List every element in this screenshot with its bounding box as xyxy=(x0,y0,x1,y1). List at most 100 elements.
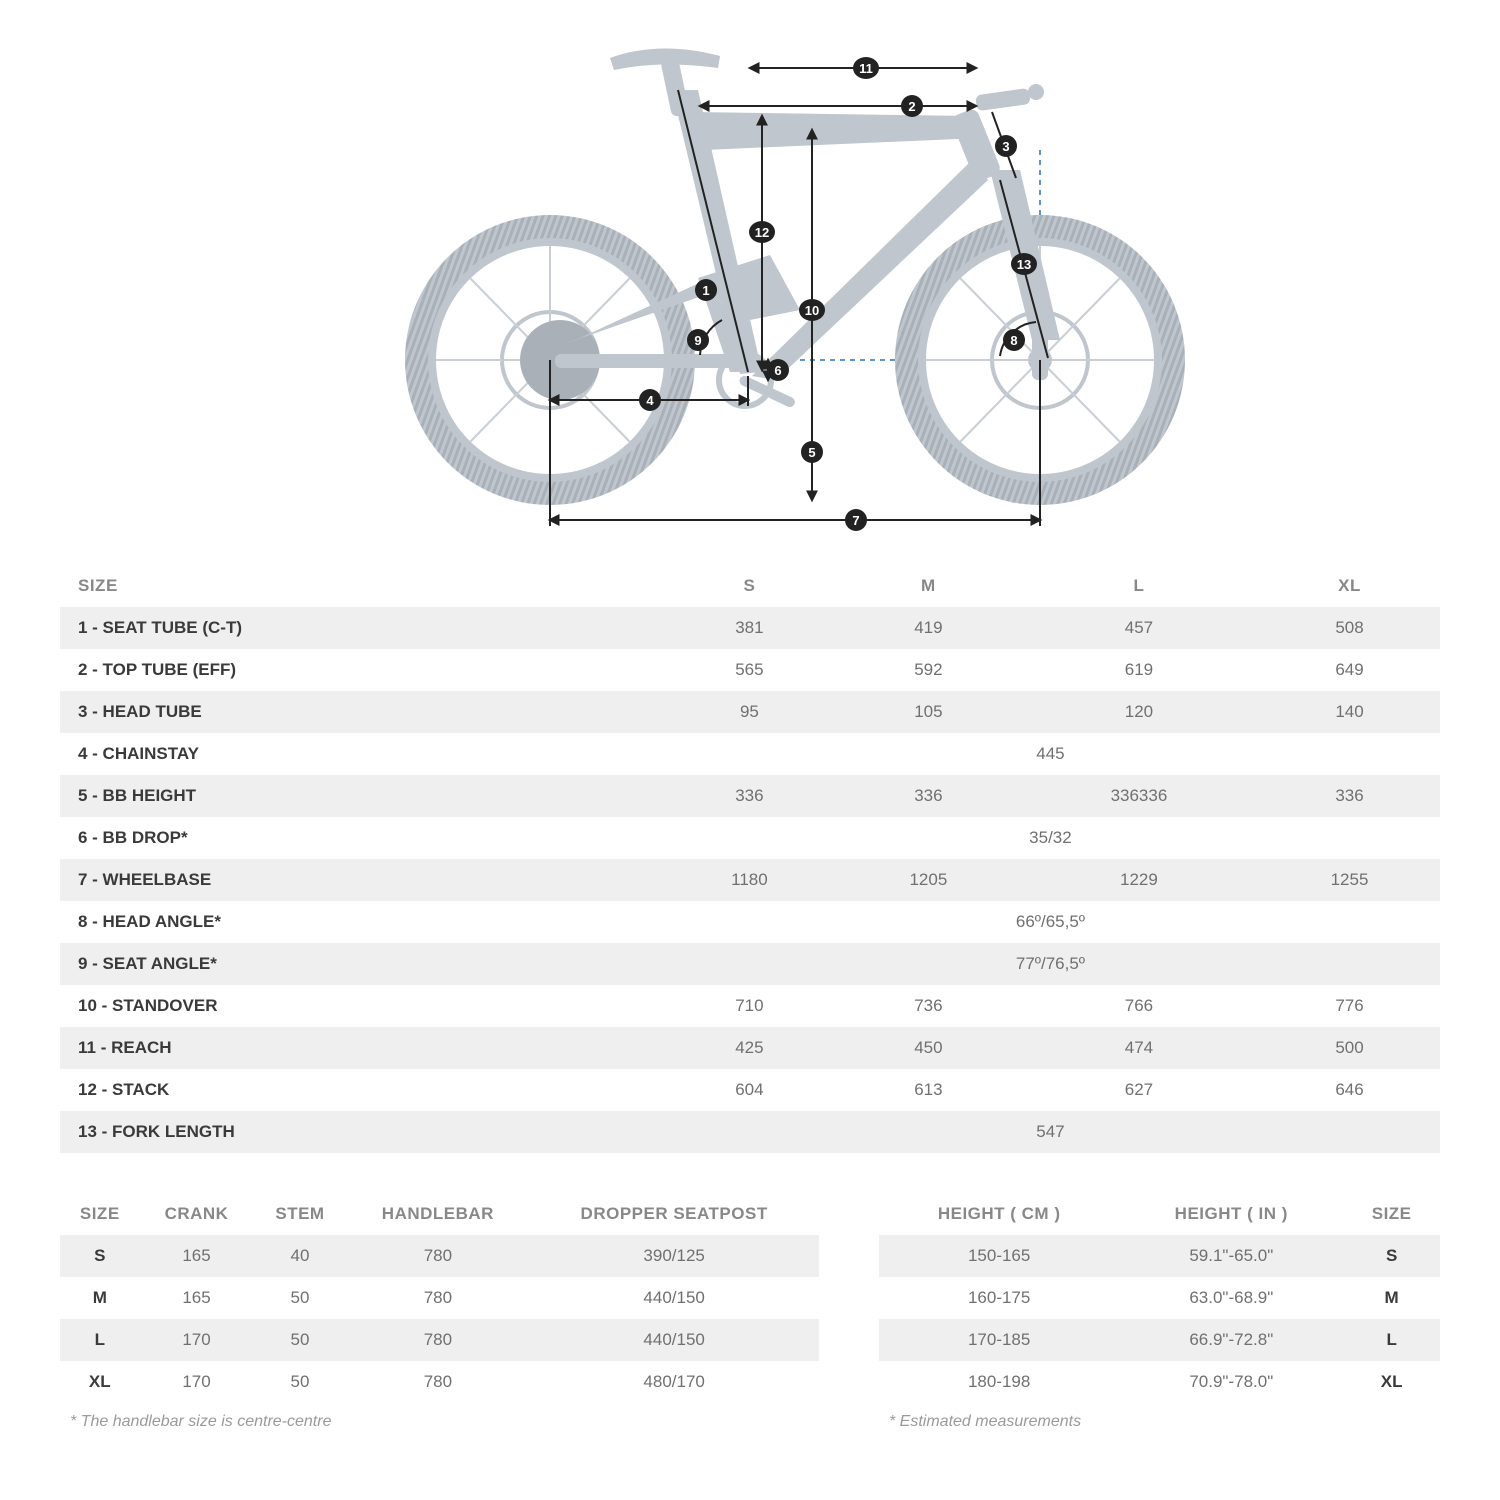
geometry-row-label: 4 - CHAINSTAY xyxy=(60,733,661,775)
fit-row: 170-18566.9"-72.8"L xyxy=(879,1319,1440,1361)
geometry-cell: 649 xyxy=(1259,649,1440,691)
comp-col-stem: STEM xyxy=(253,1193,346,1235)
geometry-table: SIZE S M L XL 1 - SEAT TUBE (C-T)3814194… xyxy=(60,565,1440,1153)
geometry-cell: 419 xyxy=(838,607,1019,649)
geometry-cell: 500 xyxy=(1259,1027,1440,1069)
geometry-row-label: 6 - BB DROP* xyxy=(60,817,661,859)
components-row-label: L xyxy=(60,1319,140,1361)
geometry-row-label: 8 - HEAD ANGLE* xyxy=(60,901,661,943)
components-cell: 40 xyxy=(253,1235,346,1277)
geometry-cell: 736 xyxy=(838,985,1019,1027)
components-row: M16550780440/150 xyxy=(60,1277,819,1319)
badge-8: 8 xyxy=(1010,333,1017,348)
fit-row-size: S xyxy=(1343,1235,1440,1277)
geometry-row-label: 1 - SEAT TUBE (C-T) xyxy=(60,607,661,649)
geometry-cell: 105 xyxy=(838,691,1019,733)
comp-col-handlebar: HANDLEBAR xyxy=(347,1193,530,1235)
fit-cell: 63.0"-68.9" xyxy=(1119,1277,1343,1319)
badge-1: 1 xyxy=(702,283,709,298)
geometry-cell: 619 xyxy=(1019,649,1259,691)
geometry-row: 4 - CHAINSTAY445 xyxy=(60,733,1440,775)
geometry-cell: 646 xyxy=(1259,1069,1440,1111)
geometry-cell: 604 xyxy=(661,1069,838,1111)
geometry-cell: 776 xyxy=(1259,985,1440,1027)
geometry-cell: 613 xyxy=(838,1069,1019,1111)
components-cell: 50 xyxy=(253,1277,346,1319)
geometry-cell: 710 xyxy=(661,985,838,1027)
comp-col-crank: CRANK xyxy=(140,1193,254,1235)
fit-row: 150-16559.1"-65.0"S xyxy=(879,1235,1440,1277)
geometry-cell: 120 xyxy=(1019,691,1259,733)
geometry-cell: 508 xyxy=(1259,607,1440,649)
geometry-cell: 95 xyxy=(661,691,838,733)
geometry-row: 5 - BB HEIGHT336336336336336 xyxy=(60,775,1440,817)
fit-row: 180-19870.9"-78.0"XL xyxy=(879,1361,1440,1403)
fit-cell: 70.9"-78.0" xyxy=(1119,1361,1343,1403)
lower-tables: SIZE CRANK STEM HANDLEBAR DROPPER SEATPO… xyxy=(60,1193,1440,1431)
geometry-merged-cell: 77º/76,5º xyxy=(661,943,1440,985)
badge-2: 2 xyxy=(908,99,915,114)
components-row: S16540780390/125 xyxy=(60,1235,819,1277)
components-cell: 165 xyxy=(140,1277,254,1319)
geometry-row: 12 - STACK604613627646 xyxy=(60,1069,1440,1111)
components-cell: 440/150 xyxy=(529,1319,819,1361)
components-cell: 165 xyxy=(140,1235,254,1277)
col-xl: XL xyxy=(1259,565,1440,607)
bike-geometry-svg: 1 2 3 4 5 6 7 8 9 10 11 12 13 xyxy=(300,20,1200,540)
col-size: SIZE xyxy=(60,565,661,607)
geometry-cell: 627 xyxy=(1019,1069,1259,1111)
comp-col-dropper: DROPPER SEATPOST xyxy=(529,1193,819,1235)
geometry-row: 10 - STANDOVER710736766776 xyxy=(60,985,1440,1027)
components-row: L17050780440/150 xyxy=(60,1319,819,1361)
badge-10: 10 xyxy=(805,303,819,318)
components-cell: 170 xyxy=(140,1319,254,1361)
geometry-cell: 1180 xyxy=(661,859,838,901)
components-cell: 780 xyxy=(347,1361,530,1403)
fit-cell: 160-175 xyxy=(879,1277,1119,1319)
fit-row-size: L xyxy=(1343,1319,1440,1361)
geometry-row: 9 - SEAT ANGLE*77º/76,5º xyxy=(60,943,1440,985)
geometry-cell: 1205 xyxy=(838,859,1019,901)
components-cell: 440/150 xyxy=(529,1277,819,1319)
badge-5: 5 xyxy=(808,445,815,460)
geometry-row-label: 11 - REACH xyxy=(60,1027,661,1069)
fit-row-size: XL xyxy=(1343,1361,1440,1403)
geometry-row-label: 12 - STACK xyxy=(60,1069,661,1111)
geometry-row: 2 - TOP TUBE (EFF)565592619649 xyxy=(60,649,1440,691)
geometry-row-label: 3 - HEAD TUBE xyxy=(60,691,661,733)
geometry-cell: 425 xyxy=(661,1027,838,1069)
fit-col-in: HEIGHT ( IN ) xyxy=(1119,1193,1343,1235)
col-s: S xyxy=(661,565,838,607)
geometry-row: 7 - WHEELBASE1180120512291255 xyxy=(60,859,1440,901)
geometry-row-label: 7 - WHEELBASE xyxy=(60,859,661,901)
geometry-merged-cell: 547 xyxy=(661,1111,1440,1153)
fit-col-cm: HEIGHT ( CM ) xyxy=(879,1193,1119,1235)
geometry-row: 13 - FORK LENGTH547 xyxy=(60,1111,1440,1153)
geometry-row: 1 - SEAT TUBE (C-T)381419457508 xyxy=(60,607,1440,649)
components-table: SIZE CRANK STEM HANDLEBAR DROPPER SEATPO… xyxy=(60,1193,819,1403)
geometry-cell: 450 xyxy=(838,1027,1019,1069)
fit-header-row: HEIGHT ( CM ) HEIGHT ( IN ) SIZE xyxy=(879,1193,1440,1235)
geometry-cell: 336 xyxy=(838,775,1019,817)
badge-7: 7 xyxy=(852,513,859,528)
geometry-merged-cell: 35/32 xyxy=(661,817,1440,859)
geometry-cell: 336 xyxy=(661,775,838,817)
fit-cell: 180-198 xyxy=(879,1361,1119,1403)
geometry-row-label: 2 - TOP TUBE (EFF) xyxy=(60,649,661,691)
components-row-label: XL xyxy=(60,1361,140,1403)
fit-footnote: * Estimated measurements xyxy=(879,1413,1440,1431)
geometry-cell: 1255 xyxy=(1259,859,1440,901)
page-root: 1 2 3 4 5 6 7 8 9 10 11 12 13 SIZE S M xyxy=(0,0,1500,1491)
geometry-row: 8 - HEAD ANGLE*66º/65,5º xyxy=(60,901,1440,943)
geometry-row: 11 - REACH425450474500 xyxy=(60,1027,1440,1069)
fit-cell: 66.9"-72.8" xyxy=(1119,1319,1343,1361)
fit-cell: 59.1"-65.0" xyxy=(1119,1235,1343,1277)
components-footnote: * The handlebar size is centre-centre xyxy=(60,1413,819,1431)
col-m: M xyxy=(838,565,1019,607)
geometry-cell: 381 xyxy=(661,607,838,649)
geometry-cell: 766 xyxy=(1019,985,1259,1027)
fit-row: 160-17563.0"-68.9"M xyxy=(879,1277,1440,1319)
badge-4: 4 xyxy=(646,393,654,408)
geometry-header-row: SIZE S M L XL xyxy=(60,565,1440,607)
components-cell: 780 xyxy=(347,1277,530,1319)
